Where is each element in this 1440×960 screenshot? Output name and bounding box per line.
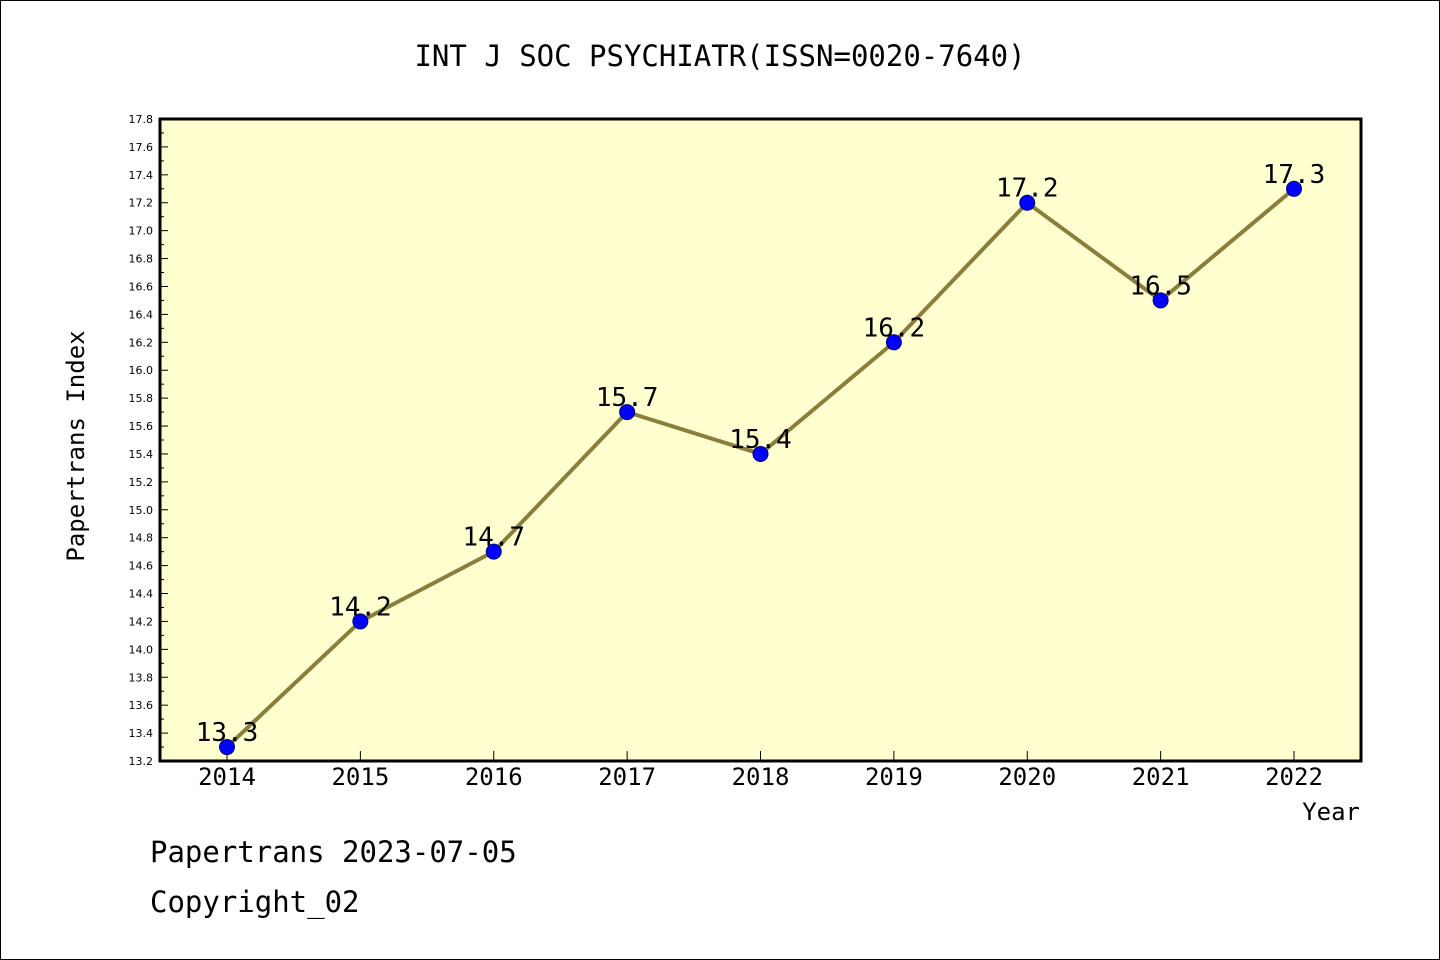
plot-area (158, 117, 1363, 763)
y-tick-label: 16.0 (129, 364, 154, 377)
y-tick-label: 15.0 (129, 504, 154, 517)
data-point (885, 334, 902, 351)
series-markers (219, 180, 1302, 756)
data-point (1152, 292, 1169, 309)
y-tick-label: 15.2 (129, 476, 154, 489)
x-tick-label: 2016 (465, 763, 523, 791)
y-tick-label: 15.8 (129, 392, 154, 405)
y-tick-label: 14.2 (129, 615, 154, 628)
x-tick-label: 2014 (198, 763, 256, 791)
x-tick-label: 2022 (1265, 763, 1323, 791)
y-tick-label: 15.6 (129, 420, 154, 433)
x-tick-label: 2019 (865, 763, 923, 791)
x-tick-label: 2015 (331, 763, 389, 791)
y-tick-label: 13.6 (129, 699, 154, 712)
x-axis-title: Year (1302, 798, 1360, 826)
data-labels: 13.3 14.2 14.7 15.7 15.4 16.2 17.2 16.5 17.3 (196, 160, 1326, 748)
y-tick-label: 13.2 (129, 755, 154, 768)
data-label: 15.4 (729, 425, 792, 455)
data-label: 13.3 (196, 718, 259, 748)
footer-copyright: Copyright_02 (150, 885, 360, 919)
y-tick-label: 17.4 (129, 169, 154, 182)
footer-date: Papertrans 2023-07-05 (150, 835, 517, 869)
data-point (352, 613, 369, 630)
y-axis: 13.2 13.4 13.6 13.8 14.0 14.2 14.4 14.6 14.8 15.0… (129, 113, 168, 768)
x-tick-label: 2017 (598, 763, 656, 791)
y-axis-title: Papertrans Index (62, 330, 90, 561)
y-tick-label: 16.2 (129, 336, 154, 349)
y-tick-label: 15.4 (129, 448, 154, 461)
data-label: 15.7 (596, 383, 659, 413)
data-point (619, 404, 636, 421)
data-label: 14.2 (329, 592, 392, 622)
data-label: 17.3 (1263, 160, 1326, 190)
y-tick-label: 14.8 (129, 532, 154, 545)
y-tick-label: 14.4 (129, 588, 154, 601)
y-tick-label: 16.4 (129, 308, 154, 321)
data-label: 16.2 (863, 313, 926, 343)
y-tick-label: 17.8 (129, 113, 154, 126)
y-tick-label: 16.6 (129, 280, 154, 293)
x-tick-label: 2020 (998, 763, 1056, 791)
y-tick-label: 16.8 (129, 253, 154, 266)
data-label: 16.5 (1129, 271, 1192, 301)
y-tick-label: 14.0 (129, 643, 154, 656)
data-label: 14.7 (462, 523, 525, 553)
x-axis: 2014 2015 2016 2017 2018 2019 2020 2021 2022 (198, 751, 1323, 791)
y-tick-label: 14.6 (129, 560, 154, 573)
data-point (752, 445, 769, 462)
data-point (1286, 180, 1302, 197)
y-tick-label: 17.6 (129, 141, 154, 154)
x-tick-label: 2021 (1132, 763, 1190, 791)
data-point (485, 543, 502, 560)
y-tick-label: 17.0 (129, 225, 154, 238)
y-tick-label: 13.4 (129, 727, 154, 740)
data-label: 17.2 (996, 174, 1059, 204)
x-tick-label: 2018 (732, 763, 790, 791)
y-tick-label: 13.8 (129, 671, 154, 684)
data-point (1019, 194, 1036, 211)
y-tick-label: 17.2 (129, 197, 154, 210)
data-point (219, 739, 235, 756)
chart-title: INT J SOC PSYCHIATR(ISSN=0020-7640) (414, 39, 1025, 73)
